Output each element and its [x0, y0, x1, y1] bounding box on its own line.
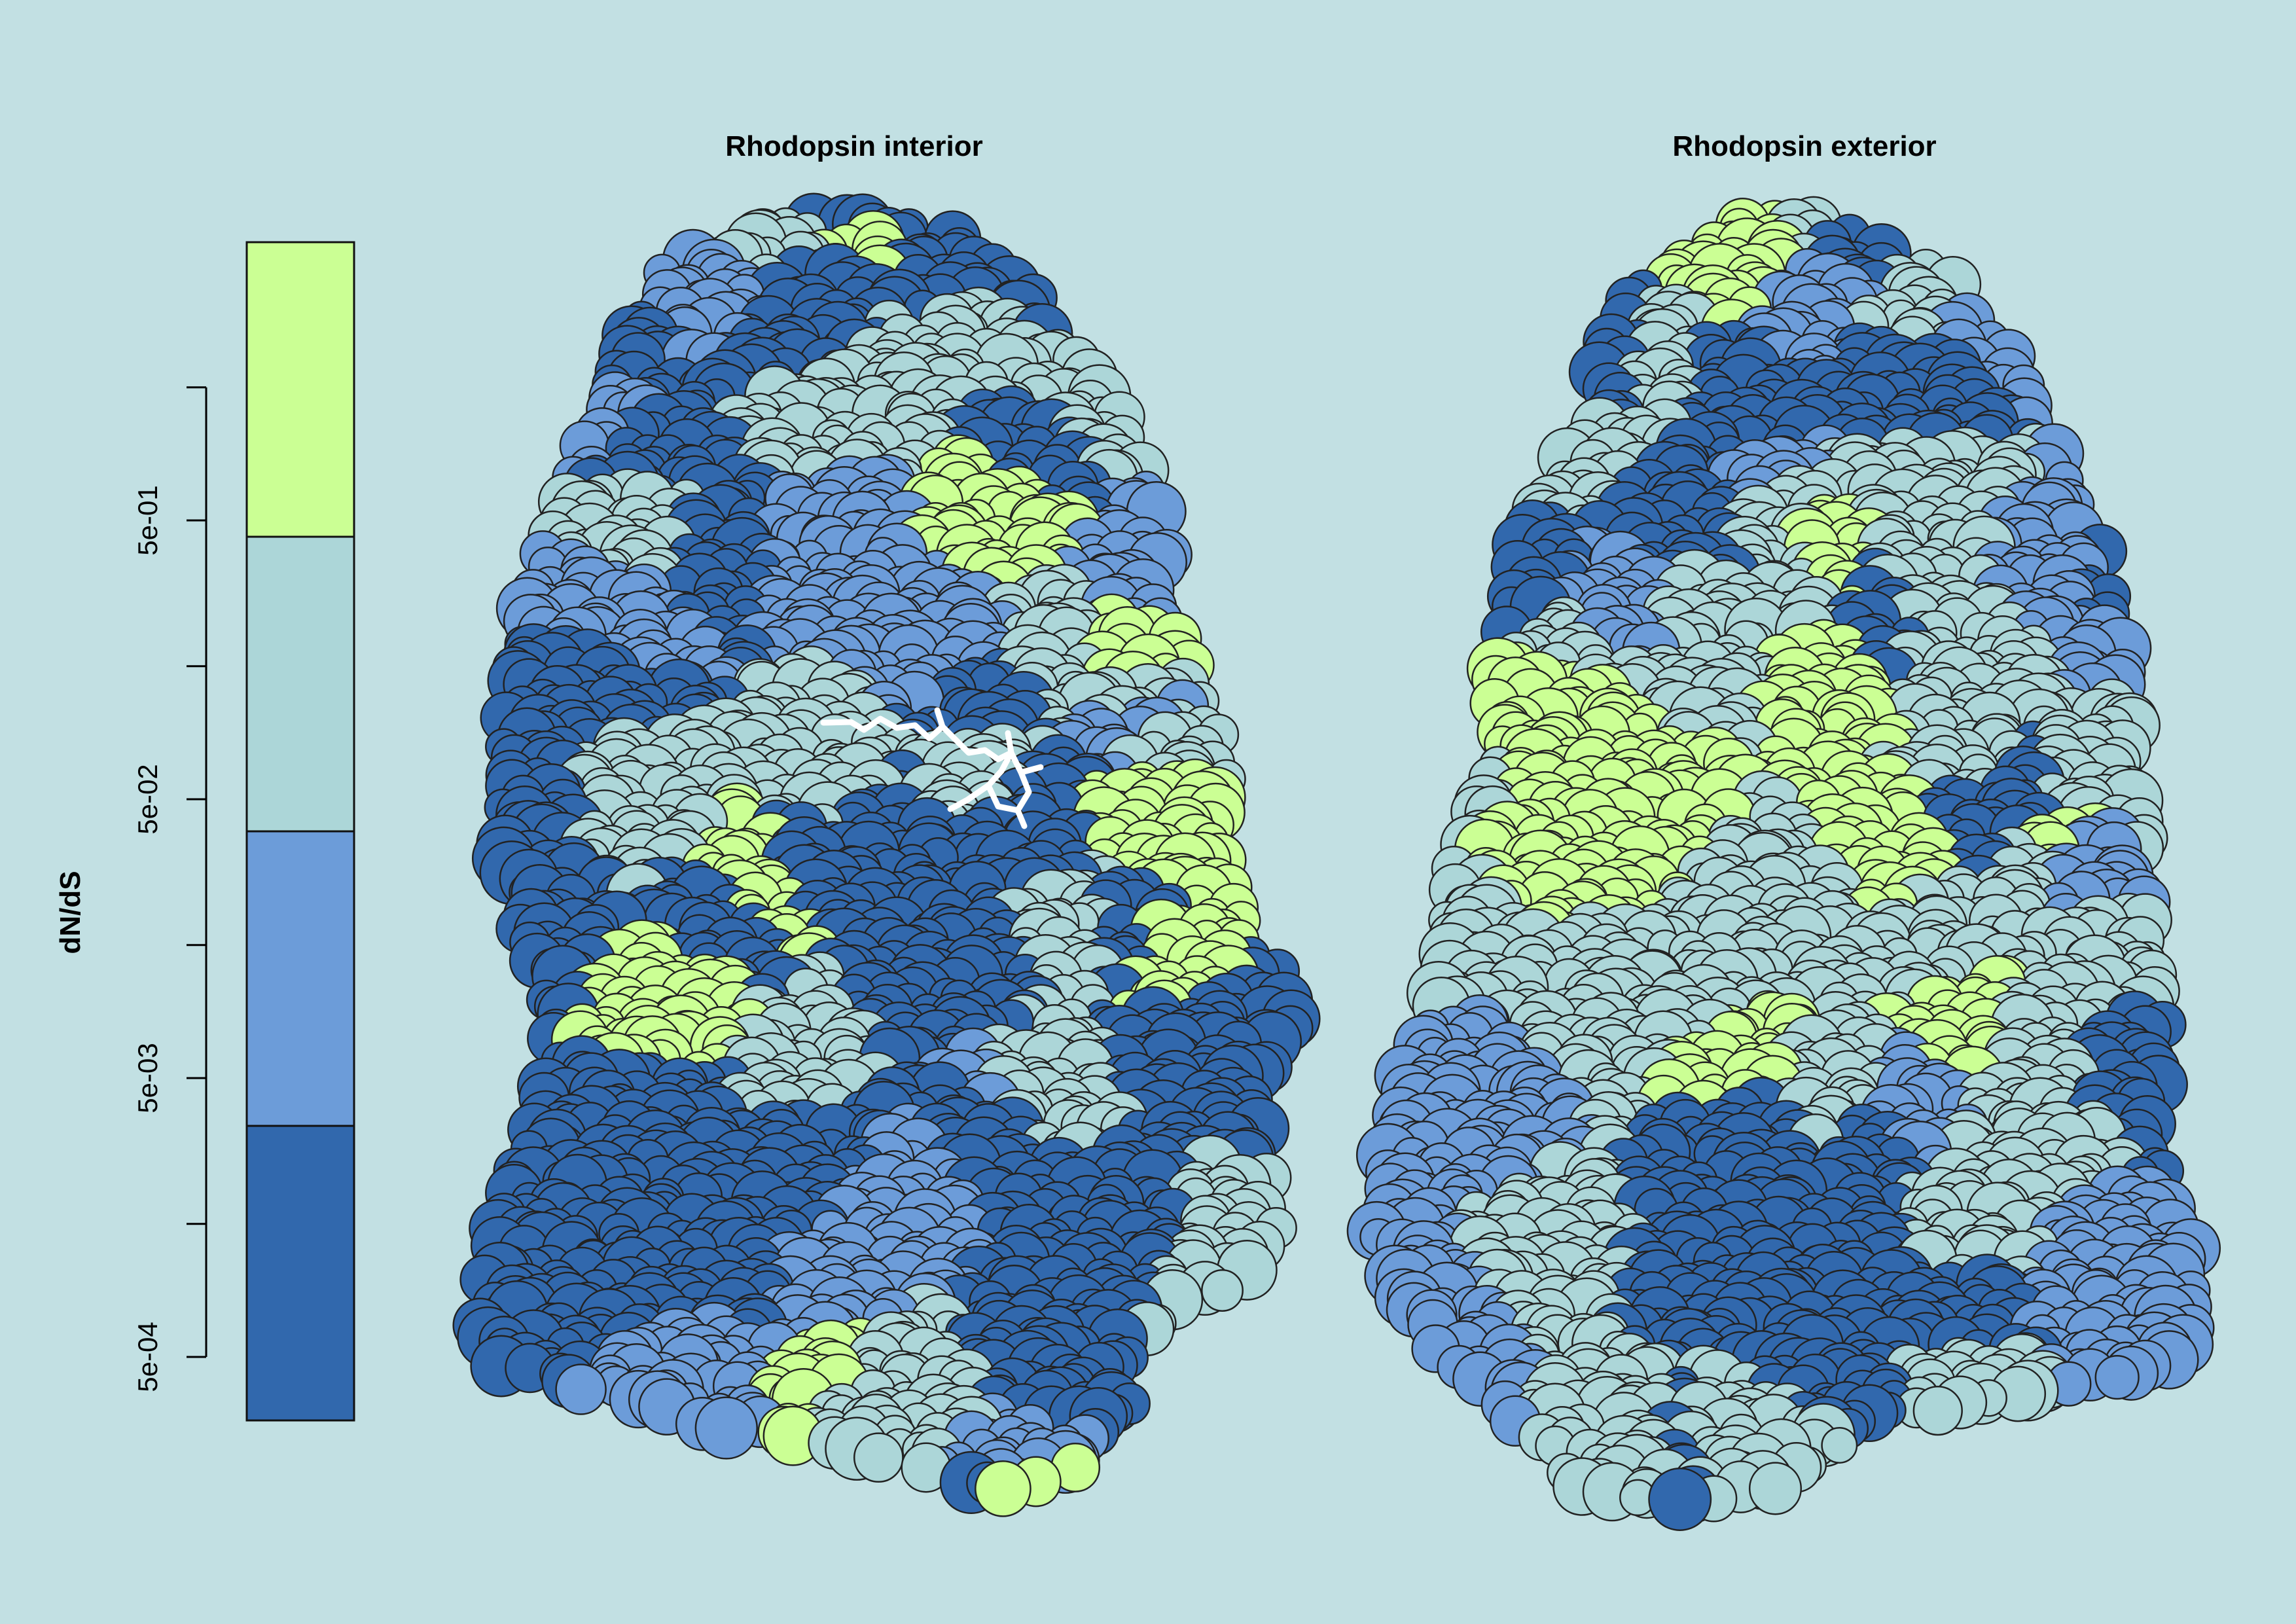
colorbar-tick-label: 5e-03 [132, 1043, 163, 1113]
colorbar-tick-label: 5e-01 [132, 485, 163, 555]
colorbar-axis-title: dN/dS [54, 871, 86, 954]
atom-sphere [2094, 1354, 2140, 1400]
colorbar-bin [245, 535, 355, 833]
panel-title-interior: Rhodopsin interior [725, 130, 983, 162]
atom-sphere [1912, 1385, 1963, 1436]
colorbar-bin [245, 830, 355, 1127]
atom-sphere [1201, 1269, 1244, 1312]
atom-sphere [1821, 1427, 1858, 1464]
atom-sphere [975, 1460, 1031, 1517]
atom-sphere [1748, 1462, 1803, 1515]
atom-sphere [853, 1432, 904, 1483]
colorbar-bin [245, 1125, 355, 1422]
colorbar: 5e-01 5e-02 5e-03 5e-04 dN/dS [54, 241, 355, 1422]
atom-sphere [1648, 1468, 1712, 1531]
ligand-bond [1005, 730, 1014, 756]
colorbar-tick-label: 5e-02 [132, 764, 163, 834]
panel-title-exterior: Rhodopsin exterior [1672, 130, 1936, 162]
colorbar-axis: 5e-01 5e-02 5e-03 5e-04 [132, 386, 207, 1392]
atom-sphere [694, 1396, 758, 1460]
colorbar-bin [245, 241, 355, 538]
molecule-surface-interior [452, 192, 1321, 1517]
colorbar-bins [245, 241, 355, 1422]
atom-sphere [555, 1363, 607, 1415]
colorbar-tick-label: 5e-04 [132, 1322, 163, 1392]
